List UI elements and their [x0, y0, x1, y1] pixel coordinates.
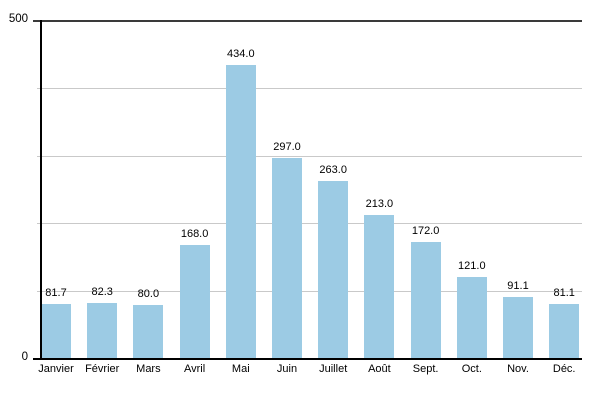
value-label: 81.7	[45, 286, 67, 299]
y-axis-label-max: 500	[8, 13, 28, 25]
bar-Février	[87, 303, 118, 359]
bar-Janvier	[41, 303, 71, 359]
x-tick-label: Avril	[183, 363, 206, 375]
bar-Avril	[179, 245, 210, 359]
x-tick-label: Mai	[231, 363, 250, 375]
value-label: 434.0	[227, 47, 255, 60]
bar-Juillet	[318, 180, 349, 359]
x-axis-line	[33, 358, 582, 360]
bar-Nov.	[503, 297, 533, 359]
gridline-400	[37, 87, 582, 89]
x-tick-label: Juillet	[319, 363, 348, 375]
x-tick-label: Janvier	[38, 363, 74, 375]
value-label: 91.1	[507, 280, 529, 293]
x-tick-label: Nov.	[507, 363, 529, 375]
value-label: 80.0	[137, 287, 160, 300]
bar-Mai	[225, 64, 256, 359]
value-label: 263.0	[319, 163, 347, 176]
value-label: 213.0	[365, 197, 394, 210]
x-tick-label: Sept.	[412, 363, 439, 375]
x-tick-label: Oct.	[461, 363, 482, 375]
value-label: 297.0	[273, 140, 301, 153]
value-label: 81.1	[553, 287, 575, 299]
x-tick-label: Mars	[136, 363, 161, 375]
top-boundary-line	[33, 20, 582, 22]
bar-Août	[364, 214, 395, 359]
bar-Mars	[133, 304, 164, 359]
x-tick-label: Déc.	[552, 363, 576, 375]
gridline-300	[37, 155, 582, 157]
bar-Oct.	[456, 276, 487, 359]
value-label: 168.0	[180, 228, 209, 241]
value-label: 121.0	[458, 259, 486, 272]
value-label: 172.0	[411, 225, 440, 238]
x-tick-label: Juin	[276, 363, 298, 375]
bar-Déc.	[549, 304, 580, 359]
gridline-200	[37, 223, 582, 225]
value-label: 82.3	[91, 286, 113, 299]
y-axis-line	[40, 20, 42, 360]
x-tick-label: Février	[85, 363, 120, 375]
x-tick-label: Août	[368, 363, 391, 375]
bar-Juin	[272, 157, 302, 359]
bar-Sept.	[410, 242, 441, 359]
gridline-100	[37, 291, 582, 293]
y-axis-label-zero: 0	[21, 351, 28, 363]
